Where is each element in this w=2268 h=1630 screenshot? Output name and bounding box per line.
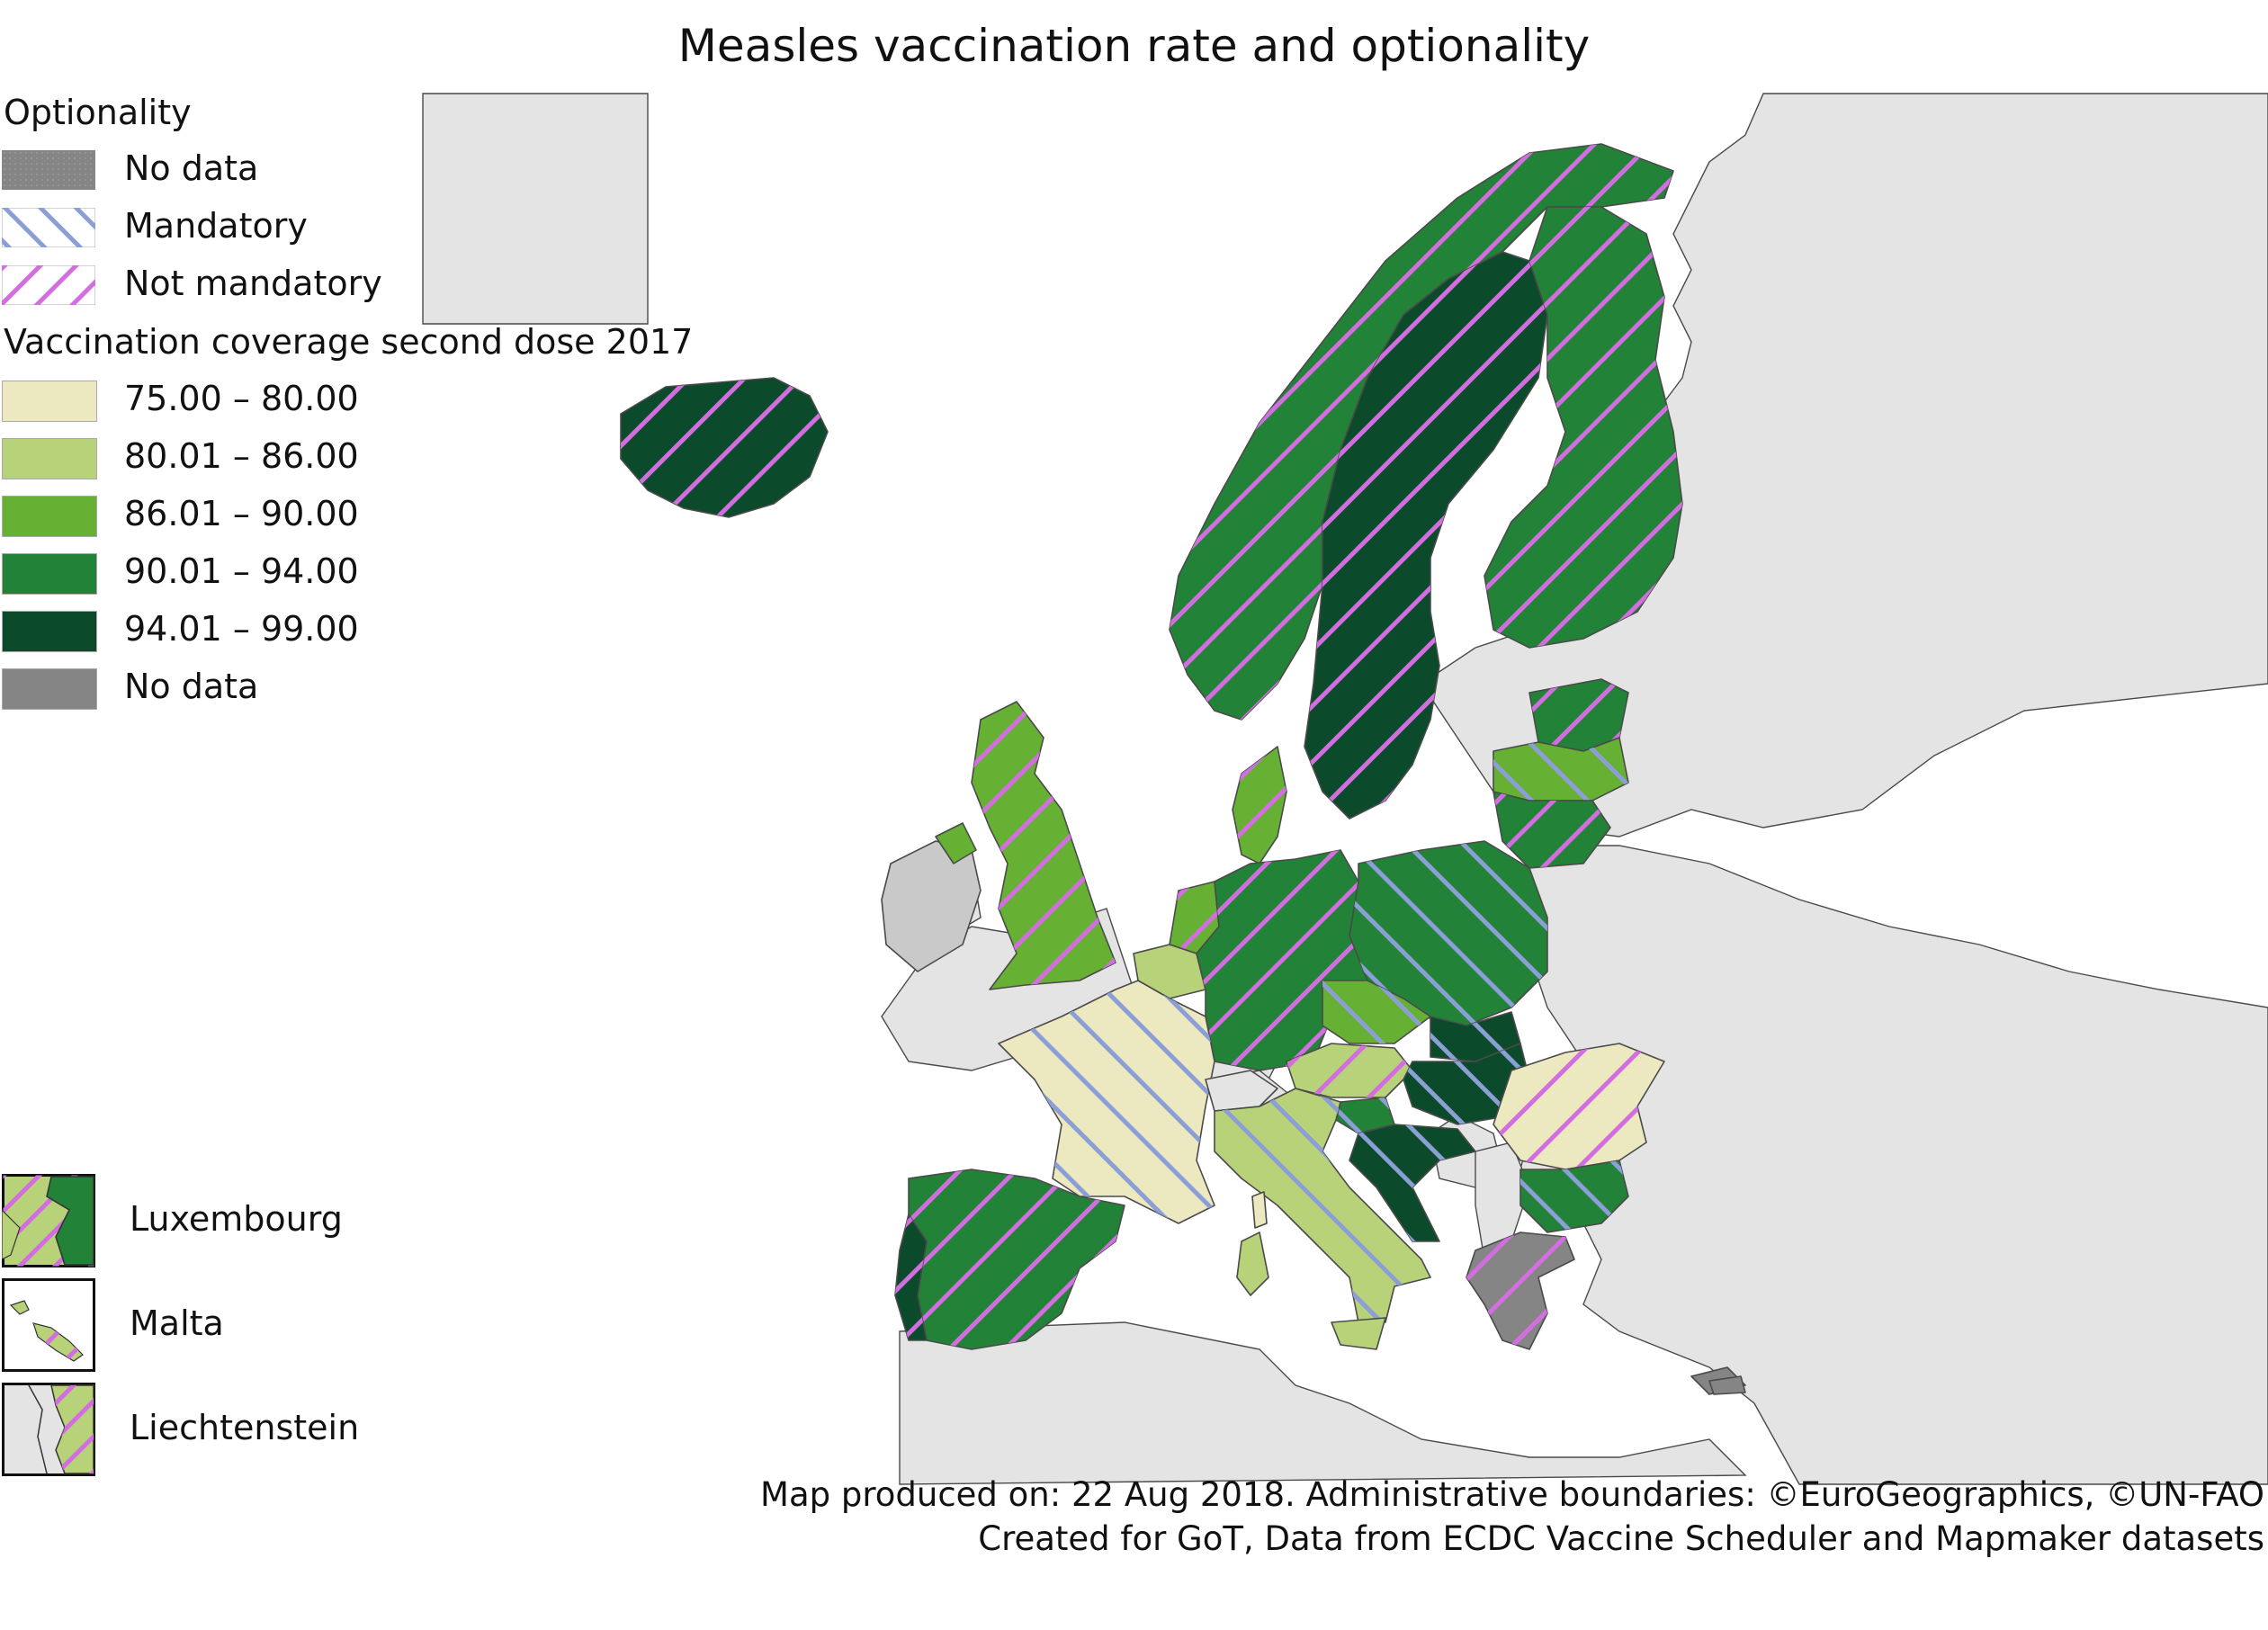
swatch-coverage [2,553,97,595]
country-france-corsica[interactable] [1251,1191,1268,1229]
swatch-no-data-pattern [2,150,95,190]
map-title: Measles vaccination rate and optionality [677,20,1591,72]
country-slovenia[interactable] [1335,1097,1395,1134]
swatch-coverage [2,668,97,710]
legend-label: 80.01 – 86.00 [124,436,359,476]
country-austria[interactable] [1286,1043,1413,1098]
country-bulgaria[interactable] [1519,1160,1629,1233]
inset-malta-map [2,1278,95,1372]
country-czechia[interactable] [1322,980,1431,1044]
country-sweden[interactable] [1304,251,1548,819]
swatch-mandatory-hatch [2,208,95,247]
swatch-coverage [2,381,97,422]
country-estonia[interactable] [1528,678,1629,752]
legend-label: 90.01 – 94.00 [124,551,359,591]
legend-heading-coverage: Vaccination coverage second dose 2017 [4,322,694,362]
inset-label-liechtenstein: Liechtenstein [130,1408,360,1447]
inset-luxembourg-map [2,1174,95,1267]
country-lithuania[interactable] [1493,791,1611,869]
swatch-coverage [2,496,97,537]
country-united-kingdom[interactable] [935,701,1116,990]
country-poland[interactable] [1349,840,1548,1026]
legend-heading-optionality: Optionality [4,93,192,132]
country-hungary[interactable] [1403,1043,1530,1125]
legend-label: Mandatory [124,206,308,246]
legend-label: 94.01 – 99.00 [124,609,359,649]
legend-label: No data [124,667,259,706]
swatch-not-mandatory-hatch [2,265,95,305]
swatch-coverage [2,611,97,652]
country-cyprus[interactable] [1708,1375,1746,1395]
country-denmark[interactable] [1232,746,1287,864]
inset-liechtenstein-map [2,1383,95,1476]
country-croatia[interactable] [1349,1124,1476,1242]
inset-label-malta: Malta [130,1303,224,1343]
country-netherlands[interactable] [1169,881,1220,954]
country-portugal[interactable] [894,1214,928,1341]
country-italy[interactable] [1214,1088,1431,1350]
footer-credits: Map produced on: 22 Aug 2018. Administra… [760,1475,2264,1514]
legend-label: 75.00 – 80.00 [124,379,359,418]
footer-source: Created for GoT, Data from ECDC Vaccine … [978,1519,2264,1558]
country-switzerland[interactable] [1205,1070,1278,1112]
country-latvia[interactable] [1493,737,1629,802]
country-france[interactable] [998,980,1215,1224]
legend-label: No data [124,148,259,188]
country-iceland[interactable] [620,377,829,518]
country-romania[interactable] [1493,1043,1665,1170]
country-finland[interactable] [1484,206,1683,649]
legend-label: 86.01 – 90.00 [124,494,359,533]
legend-label: Not mandatory [124,264,382,303]
swatch-coverage [2,438,97,479]
inset-label-luxembourg: Luxembourg [130,1199,343,1239]
